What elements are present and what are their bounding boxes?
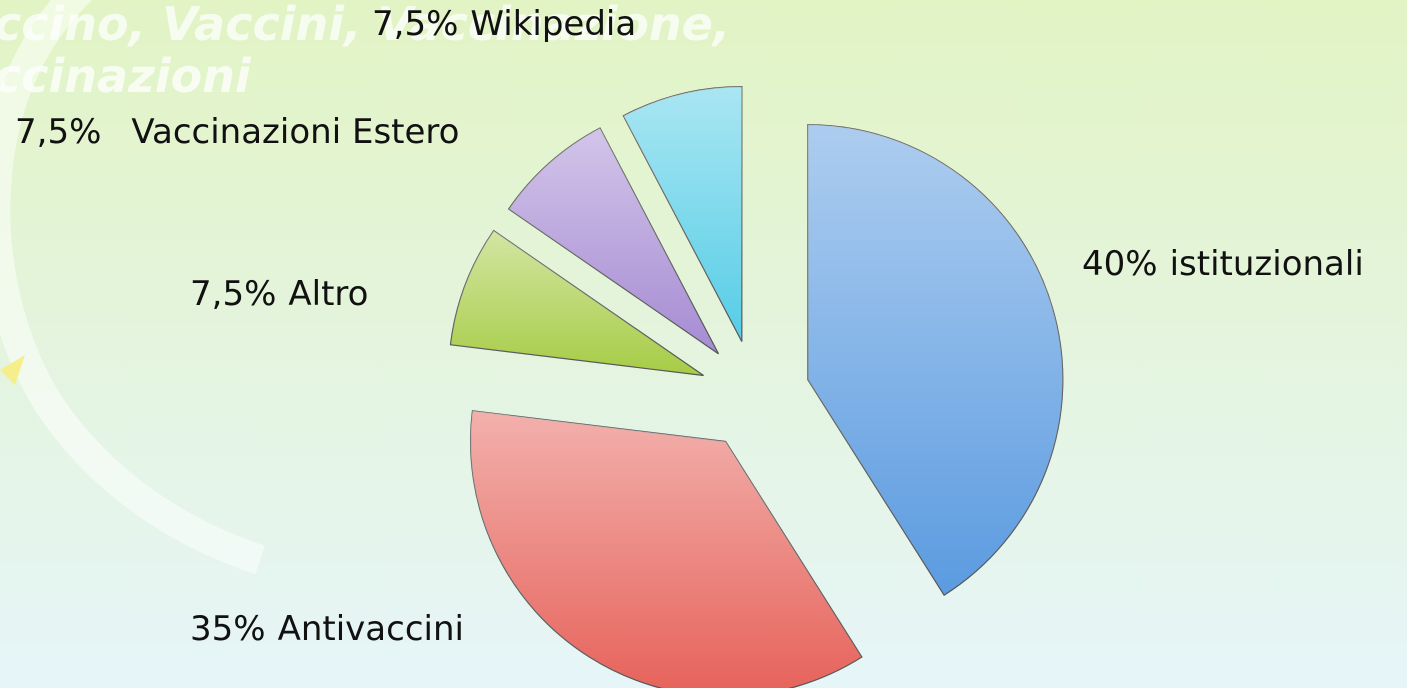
slice-shine	[807, 124, 1063, 596]
slice-shine	[508, 128, 719, 354]
slice-label: 7,5% Wikipedia	[372, 4, 636, 44]
value-label: 7,5%	[190, 274, 276, 314]
chart-title: ccino, Vaccini, Vaccinazione,	[0, 0, 730, 51]
slice-shine	[623, 86, 742, 342]
slice-shine	[470, 410, 862, 688]
slice-shine	[450, 230, 704, 376]
pie	[449, 85, 1064, 688]
slice-label: 7,5% Altro	[190, 274, 368, 314]
chart-title: ccinazioni	[0, 49, 252, 103]
value-label: 40%	[1082, 244, 1158, 284]
category-label: Altro	[288, 274, 368, 314]
slice-label: 40% istituzionali	[1082, 244, 1364, 284]
value-label: 35%	[190, 609, 266, 649]
value-label: 7,5%	[372, 4, 458, 44]
slice-label: 7,5% Vaccinazioni Estero	[15, 112, 459, 152]
category-label: Wikipedia	[470, 4, 636, 44]
category-label: Vaccinazioni Estero	[131, 112, 459, 152]
value-label: 7,5%	[15, 112, 101, 152]
slice-label: 35% Antivaccini	[190, 609, 464, 649]
category-label: istituzionali	[1170, 244, 1364, 284]
decoration	[0, 355, 25, 385]
decoration	[0, 0, 265, 575]
category-label: Antivaccini	[278, 609, 464, 649]
